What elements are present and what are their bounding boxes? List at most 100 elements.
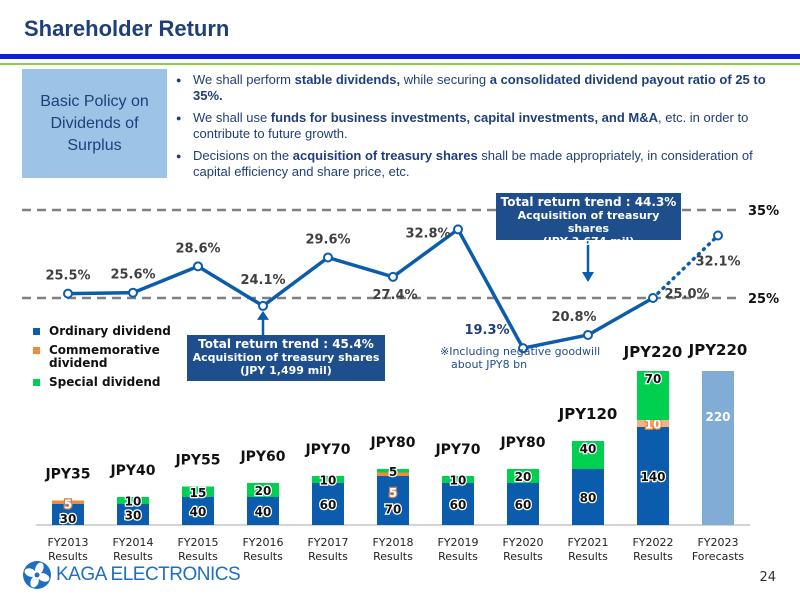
bar-commemorative bbox=[377, 472, 409, 476]
payout-ratio-point bbox=[193, 261, 203, 272]
legend-swatch-commemorative bbox=[33, 347, 40, 354]
bar-ordinary bbox=[637, 427, 669, 525]
company-logo: KAGA ELECTRONICS bbox=[22, 560, 241, 590]
bar-value-commemorative: 5 bbox=[64, 498, 72, 512]
x-tick-label: FY2022 bbox=[632, 536, 673, 549]
legend-special: Special dividend bbox=[33, 376, 171, 389]
payout-ratio-label: 19.3% bbox=[464, 323, 509, 338]
bar-value-ordinary: 60 bbox=[515, 498, 532, 512]
bar-value-commemorative: 5 bbox=[389, 486, 397, 500]
payout-ratio-point bbox=[258, 300, 268, 311]
policy-bullet: We shall perform stable dividends, while… bbox=[176, 72, 776, 104]
x-tick-label: Results bbox=[178, 550, 218, 563]
bullet-emphasis: a consolidated dividend payout ratio of … bbox=[193, 72, 766, 103]
bar-value-commemorative: 10 bbox=[645, 418, 662, 432]
bar-ordinary bbox=[52, 504, 84, 525]
payout-ratio-point bbox=[453, 224, 463, 235]
callout-text: Acquisition of treasury shares bbox=[192, 351, 380, 364]
note-line: about JPY8 bn bbox=[451, 358, 528, 371]
bullet-text: shall be made appropriately, in consider… bbox=[193, 148, 753, 179]
bar-special bbox=[182, 486, 214, 497]
note-line: ※Including negative goodwill bbox=[440, 345, 601, 358]
policy-bullets: We shall perform stable dividends, while… bbox=[176, 72, 776, 186]
page-title: Shareholder Return bbox=[24, 16, 230, 41]
payout-ratio-label: 25.0% bbox=[664, 287, 709, 302]
bar-ordinary bbox=[572, 469, 604, 525]
payout-ratio-label: 25.5% bbox=[45, 269, 90, 284]
callout-title: Total return trend : 44.3% bbox=[500, 195, 677, 209]
payout-ratio-label: 25.6% bbox=[110, 268, 155, 283]
policy-label: Basic Policy on Dividends of Surplus bbox=[40, 92, 149, 154]
callout-fy2021: Total return trend : 44.3% Acquisition o… bbox=[496, 193, 681, 248]
reference-label: 35% bbox=[748, 204, 779, 219]
x-tick-label: Results bbox=[243, 550, 283, 563]
bar-value-ordinary: 60 bbox=[450, 498, 467, 512]
bullet-emphasis: acquisition of treasury shares bbox=[292, 148, 478, 163]
bar-value-ordinary: 30 bbox=[60, 512, 77, 526]
bar-total-label: JPY220 bbox=[688, 341, 748, 359]
bar-ordinary bbox=[182, 497, 214, 525]
bar-value-special: 40 bbox=[580, 442, 597, 456]
bar-total-label: JPY55 bbox=[174, 453, 220, 469]
bar-total-label: JPY70 bbox=[434, 442, 480, 458]
bar-value-ordinary: 220 bbox=[705, 410, 730, 424]
payout-ratio-forecast-line bbox=[651, 233, 720, 300]
x-tick-label: FY2015 bbox=[177, 536, 218, 549]
bar-forecast bbox=[702, 371, 734, 525]
x-tick-label: FY2020 bbox=[502, 536, 543, 549]
bullet-text: Decisions on the bbox=[193, 148, 293, 163]
title-divider-secondary bbox=[0, 63, 800, 65]
x-tick-label: Results bbox=[373, 550, 413, 563]
bar-ordinary bbox=[442, 483, 474, 525]
bar-value-ordinary: 30 bbox=[125, 509, 142, 523]
payout-ratio-label: 24.1% bbox=[240, 273, 285, 288]
payout-ratio-label: 32.8% bbox=[405, 226, 450, 241]
bar-value-special: 20 bbox=[515, 470, 532, 484]
chart-legend: Ordinary dividend Commemorative dividend… bbox=[33, 325, 171, 395]
x-tick-label: FY2016 bbox=[242, 536, 283, 549]
bar-value-special: 70 bbox=[645, 372, 662, 386]
bar-special bbox=[312, 476, 344, 483]
payout-ratio-point bbox=[63, 288, 73, 299]
bar-ordinary bbox=[312, 483, 344, 525]
payout-ratio-point bbox=[128, 287, 138, 298]
legend-label: Commemorative dividend bbox=[49, 343, 160, 370]
payout-ratio-label: 32.1% bbox=[695, 255, 740, 270]
bar-commemorative bbox=[52, 500, 84, 504]
bar-total-label: JPY80 bbox=[369, 435, 415, 451]
bar-special bbox=[637, 371, 669, 420]
arrow-down-icon bbox=[582, 272, 594, 282]
bar-special bbox=[572, 441, 604, 469]
payout-ratio-point bbox=[518, 343, 528, 354]
title-divider bbox=[0, 54, 800, 59]
bar-value-special: 10 bbox=[125, 495, 142, 509]
bar-ordinary bbox=[507, 483, 539, 525]
x-tick-label: Results bbox=[438, 550, 478, 563]
bar-total-label: JPY60 bbox=[239, 449, 285, 465]
page-number: 24 bbox=[759, 570, 776, 585]
x-tick-label: Results bbox=[308, 550, 348, 563]
x-tick-label: FY2013 bbox=[47, 536, 88, 549]
bar-special bbox=[442, 476, 474, 483]
x-tick-label: Results bbox=[568, 550, 608, 563]
x-tick-label: FY2014 bbox=[112, 536, 153, 549]
policy-bullet: Decisions on the acquisition of treasury… bbox=[176, 148, 776, 180]
callout-fy2016: Total return trend : 45.4% Acquisition o… bbox=[187, 335, 385, 381]
goodwill-note: ※Including negative goodwill about JPY8 … bbox=[440, 345, 600, 371]
bar-special bbox=[117, 497, 149, 504]
payout-ratio-label: 27.4% bbox=[372, 288, 417, 303]
bar-ordinary bbox=[247, 497, 279, 525]
bar-value-ordinary: 80 bbox=[580, 491, 597, 505]
payout-ratio-point bbox=[583, 329, 593, 340]
bar-value-special: 15 bbox=[190, 486, 207, 500]
x-tick-label: Results bbox=[48, 550, 88, 563]
bar-special bbox=[507, 469, 539, 483]
bar-total-label: JPY40 bbox=[109, 463, 155, 479]
x-tick-label: FY2019 bbox=[437, 536, 478, 549]
legend-swatch-ordinary bbox=[33, 328, 40, 335]
arrow-up-icon bbox=[257, 310, 269, 320]
bar-special bbox=[247, 483, 279, 497]
legend-label: Special dividend bbox=[49, 375, 161, 389]
legend-ordinary: Ordinary dividend bbox=[33, 325, 171, 338]
payout-ratio-point bbox=[323, 252, 333, 263]
